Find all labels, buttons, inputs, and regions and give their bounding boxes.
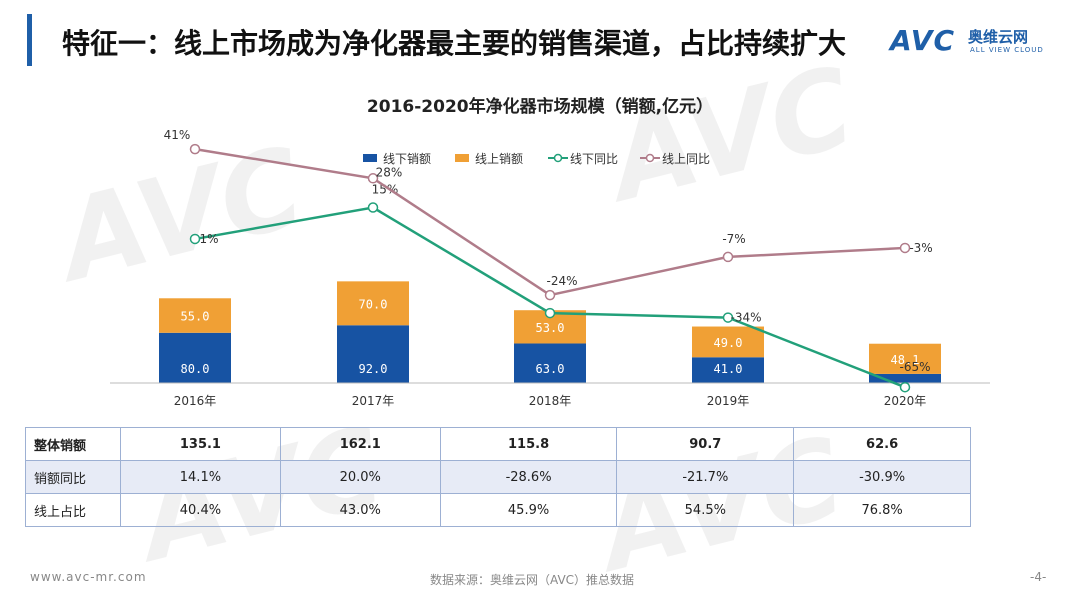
legend-label: 线上同比 <box>662 152 710 166</box>
x-tick-label: 2016年 <box>174 394 217 408</box>
online-yoy-label: 28% <box>376 165 403 179</box>
online-yoy-label: -3% <box>909 241 932 255</box>
online-value-label: 53.0 <box>536 321 565 335</box>
table-cell: 76.8% <box>793 493 971 527</box>
logo-cn: 奥维云网 <box>968 28 1029 46</box>
chart-title: 2016-2020年净化器市场规模（销额,亿元） <box>366 97 714 117</box>
x-tick-label: 2019年 <box>707 394 750 408</box>
online-value-label: 48.1 <box>891 353 920 367</box>
online-bar <box>337 281 409 326</box>
logo-text: AVC <box>890 24 955 57</box>
table-cell: 90.7 <box>616 427 795 461</box>
online-yoy-label: -7% <box>722 232 745 246</box>
table-cell: 14.1% <box>120 460 281 494</box>
offline-bar <box>869 373 941 383</box>
table-cell: 43.0% <box>279 493 441 527</box>
legend-swatch <box>363 154 377 162</box>
row-label: 线上占比 <box>25 493 121 527</box>
offline-yoy-label: 1% <box>199 232 218 246</box>
online-yoy-point <box>899 242 911 254</box>
footer-website[interactable]: www.avc-mr.com <box>30 570 147 584</box>
title-accent-bar <box>27 14 32 66</box>
offline-bar <box>337 325 409 383</box>
online-bar <box>869 343 941 374</box>
online-bar <box>692 326 764 358</box>
table-cell: -28.6% <box>439 460 618 494</box>
legend-label: 线下同比 <box>570 152 618 166</box>
row-label: 整体销额 <box>25 427 121 461</box>
x-tick-label: 2017年 <box>352 394 395 408</box>
offline-bar <box>514 343 586 383</box>
legend-marker <box>645 153 655 163</box>
table-cell: 135.1 <box>120 427 281 461</box>
legend-marker <box>553 153 563 163</box>
legend-label: 线下销额 <box>383 152 431 166</box>
table-cell: 62.6 <box>793 427 971 461</box>
online-yoy-point <box>722 251 734 263</box>
legend-label: 线上销额 <box>475 152 523 166</box>
table-cell: -21.7% <box>616 460 795 494</box>
online-value-label: 70.0 <box>359 297 388 311</box>
offline-value-label: 80.0 <box>181 362 210 376</box>
summary-table: 整体销额 135.1 162.1 115.8 90.7 62.6 销额同比 14.1% 20.0… <box>25 427 971 527</box>
logo-en: ALL VIEW CLOUD <box>970 46 1044 54</box>
table-cell: 40.4% <box>120 493 281 527</box>
avc-logo: AVC 奥维云网 ALL VIEW CLOUD <box>890 24 1060 62</box>
table-row: 销额同比 14.1% 20.0% -28.6% -21.7% -30.9% <box>25 460 971 494</box>
online-yoy-point <box>544 289 556 301</box>
x-tick-label: 2018年 <box>529 394 572 408</box>
online-yoy-point <box>189 143 201 155</box>
online-bar <box>159 298 231 333</box>
offline-value-label: 63.0 <box>536 362 565 376</box>
table-row: 整体销额 135.1 162.1 115.8 90.7 62.6 <box>25 427 971 461</box>
row-label: 销额同比 <box>25 460 121 494</box>
offline-yoy-point <box>189 233 201 245</box>
offline-yoy-point <box>899 381 911 393</box>
offline-yoy-point <box>544 307 556 319</box>
offline-bar <box>159 332 231 383</box>
table-cell: 115.8 <box>439 427 618 461</box>
table-cell: 54.5% <box>616 493 795 527</box>
online-yoy-label: 41% <box>164 128 191 142</box>
online-value-label: 49.0 <box>714 336 743 350</box>
offline-yoy-label: -34% <box>730 311 761 325</box>
offline-value-label: 41.0 <box>714 362 743 376</box>
table-cell: -30.9% <box>793 460 971 494</box>
table-cell: 20.0% <box>279 460 441 494</box>
online-yoy-label: -24% <box>546 274 577 288</box>
offline-yoy-point <box>367 202 379 213</box>
market-size-chart: 80.0 55.0 2016年 92.0 70.0 2017年 63.0 53.0 2018年 4… <box>110 128 990 408</box>
offline-yoy-label: -65% <box>899 360 930 374</box>
offline-value-label: 92.0 <box>359 362 388 376</box>
legend-swatch <box>455 154 469 162</box>
offline-yoy-point <box>722 312 734 323</box>
offline-bar <box>692 357 764 383</box>
offline-yoy-label: 15% <box>372 183 399 197</box>
page-title: 特征一：线上市场成为净化器最主要的销售渠道，占比持续扩大 <box>62 27 847 60</box>
table-row: 线上占比 40.4% 43.0% 45.9% 54.5% 76.8% <box>25 493 971 527</box>
footer-source: 数据来源：奥维云网（AVC）推总数据 <box>430 573 635 587</box>
online-value-label: 55.0 <box>181 310 210 324</box>
page-number: -4- <box>1030 570 1047 584</box>
table-cell: 45.9% <box>439 493 618 527</box>
x-tick-label: 2020年 <box>884 394 927 408</box>
table-cell: 162.1 <box>279 427 441 461</box>
online-yoy-point <box>367 173 379 184</box>
